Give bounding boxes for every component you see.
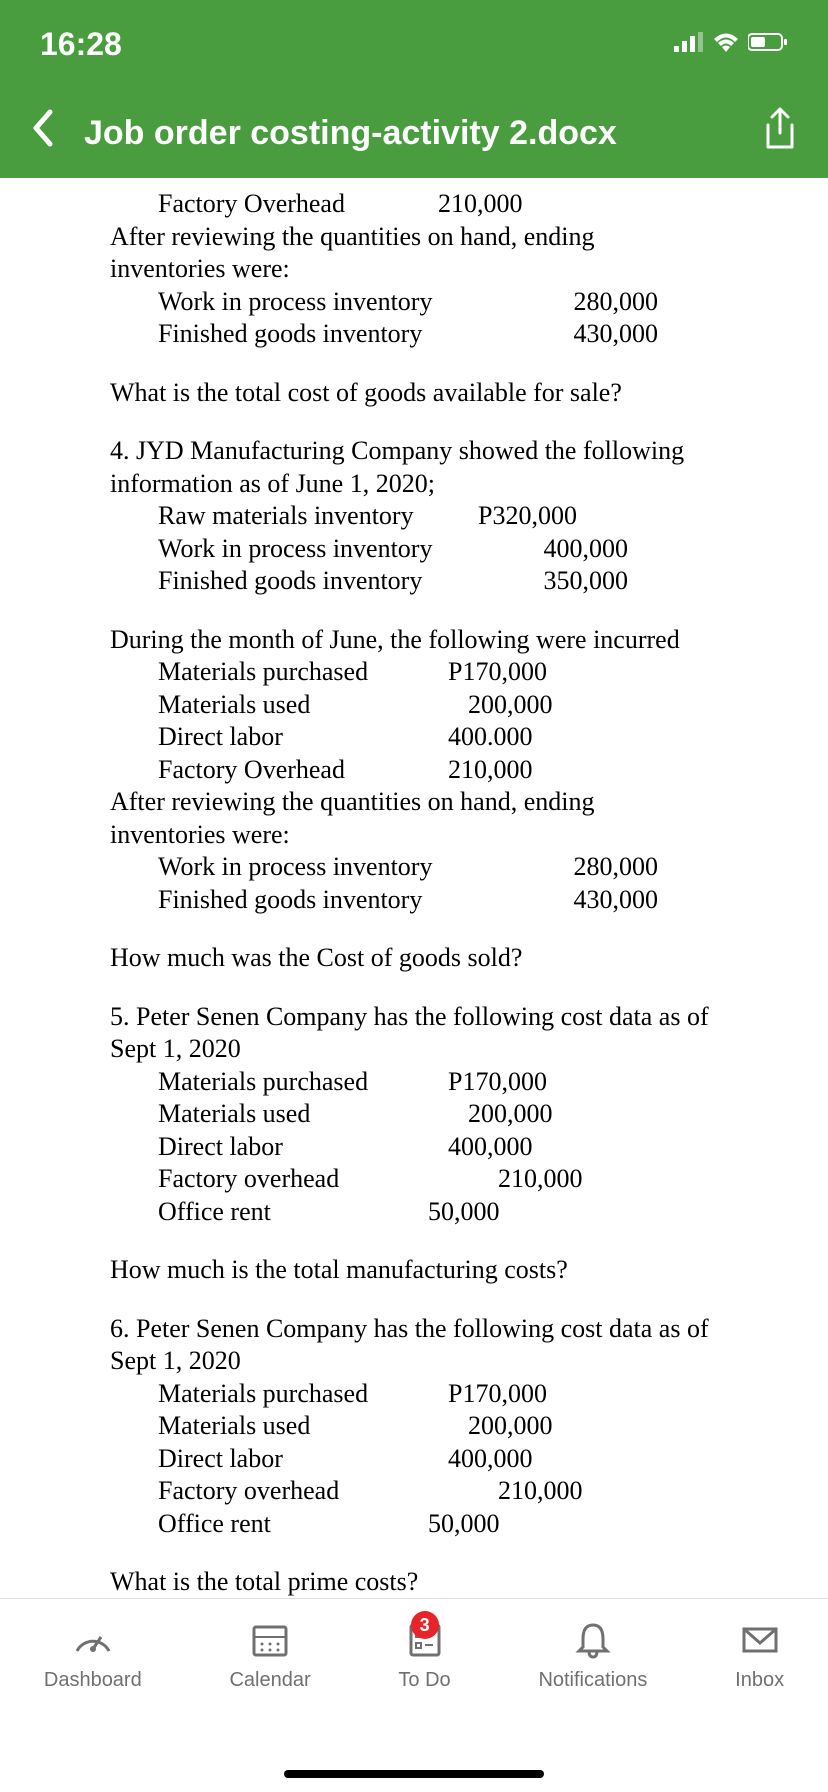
- text: Raw materials inventory: [158, 500, 478, 533]
- text: Factory Overhead: [158, 188, 438, 221]
- text: 400.000: [448, 721, 533, 754]
- text: Work in process inventory: [158, 851, 518, 884]
- title-bar: Job order costing-activity 2.docx: [0, 88, 828, 178]
- text: Materials purchased: [158, 656, 448, 689]
- text: After reviewing the quantities on hand, …: [110, 221, 768, 286]
- text: What is the total prime costs?: [110, 1566, 768, 1598]
- nav-label: Inbox: [735, 1669, 784, 1692]
- text: Materials purchased: [158, 1378, 448, 1411]
- cellular-icon: [674, 32, 704, 57]
- text: After reviewing the quantities on hand, …: [110, 786, 768, 851]
- back-button[interactable]: [30, 108, 54, 159]
- status-time: 16:28: [40, 26, 122, 63]
- text: Factory Overhead: [158, 754, 448, 787]
- text: How much is the total manufacturing cost…: [110, 1254, 768, 1287]
- mail-icon: [738, 1617, 782, 1661]
- text: 280,000: [518, 851, 658, 884]
- nav-label: Calendar: [229, 1669, 310, 1692]
- bottom-nav: Dashboard Calendar 3 To Do Notifications…: [0, 1598, 828, 1792]
- text: P170,000: [448, 1066, 547, 1099]
- text: Factory overhead: [158, 1475, 498, 1508]
- text: During the month of June, the following …: [110, 624, 768, 657]
- text: 430,000: [518, 318, 658, 351]
- text: 280,000: [518, 286, 658, 319]
- text: Factory overhead: [158, 1163, 498, 1196]
- text: 4. JYD Manufacturing Company showed the …: [110, 435, 768, 500]
- text: How much was the Cost of goods sold?: [110, 942, 768, 975]
- document-content[interactable]: Factory Overhead210,000 After reviewing …: [0, 178, 828, 1598]
- text: 400,000: [448, 1443, 533, 1476]
- wifi-icon: [712, 32, 740, 57]
- bell-icon: [571, 1617, 615, 1661]
- text: Direct labor: [158, 1131, 448, 1164]
- text: Finished goods inventory: [158, 318, 518, 351]
- status-icons: [674, 32, 788, 57]
- dashboard-icon: [71, 1617, 115, 1661]
- text: 400,000: [488, 533, 628, 566]
- text: Office rent: [158, 1196, 428, 1229]
- calendar-icon: [248, 1617, 292, 1661]
- nav-label: Notifications: [538, 1669, 647, 1692]
- text: 200,000: [468, 689, 553, 722]
- text: P170,000: [448, 656, 547, 689]
- document-title: Job order costing-activity 2.docx: [84, 114, 762, 153]
- text: Materials purchased: [158, 1066, 448, 1099]
- todo-badge: 3: [411, 1611, 439, 1639]
- text: 50,000: [428, 1508, 500, 1541]
- nav-todo[interactable]: 3 To Do: [398, 1617, 450, 1692]
- text: 200,000: [468, 1410, 553, 1443]
- nav-inbox[interactable]: Inbox: [735, 1617, 784, 1692]
- text: Direct labor: [158, 721, 448, 754]
- text: 5. Peter Senen Company has the following…: [110, 1001, 768, 1066]
- share-button[interactable]: [762, 107, 798, 160]
- text: P170,000: [448, 1378, 547, 1411]
- text: Direct labor: [158, 1443, 448, 1476]
- nav-notifications[interactable]: Notifications: [538, 1617, 647, 1692]
- text: 210,000: [438, 188, 523, 221]
- text: Work in process inventory: [158, 286, 518, 319]
- text: 400,000: [448, 1131, 533, 1164]
- text: 210,000: [498, 1163, 583, 1196]
- text: 430,000: [518, 884, 658, 917]
- text: 50,000: [428, 1196, 500, 1229]
- nav-label: To Do: [398, 1669, 450, 1692]
- nav-dashboard[interactable]: Dashboard: [44, 1617, 142, 1692]
- nav-calendar[interactable]: Calendar: [229, 1617, 310, 1692]
- text: P320,000: [478, 500, 577, 533]
- text: Finished goods inventory: [158, 884, 518, 917]
- text: Office rent: [158, 1508, 428, 1541]
- text: Work in process inventory: [158, 533, 488, 566]
- text: 350,000: [488, 565, 628, 598]
- battery-icon: [748, 32, 788, 57]
- nav-label: Dashboard: [44, 1669, 142, 1692]
- text: Materials used: [158, 689, 468, 722]
- text: 210,000: [448, 754, 533, 787]
- text: 6. Peter Senen Company has the following…: [110, 1313, 768, 1378]
- text: Finished goods inventory: [158, 565, 488, 598]
- text: Materials used: [158, 1410, 468, 1443]
- home-indicator[interactable]: [284, 1770, 544, 1778]
- status-bar: 16:28: [0, 0, 828, 88]
- text: 210,000: [498, 1475, 583, 1508]
- text: What is the total cost of goods availabl…: [110, 377, 768, 410]
- text: 200,000: [468, 1098, 553, 1131]
- text: Materials used: [158, 1098, 468, 1131]
